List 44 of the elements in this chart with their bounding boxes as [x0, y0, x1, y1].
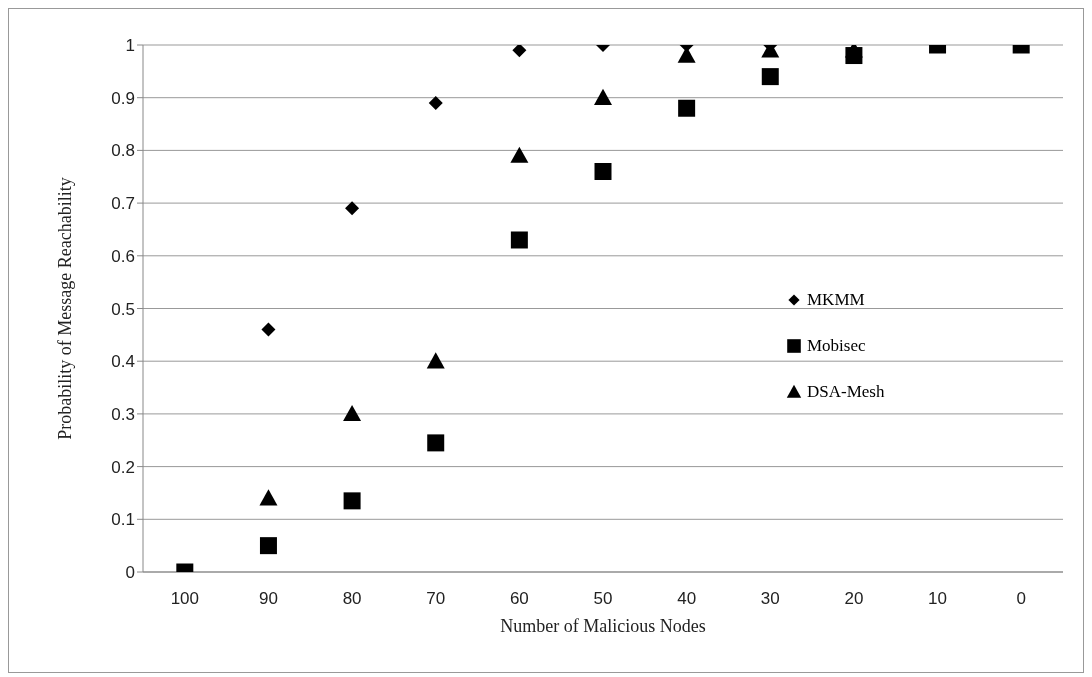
legend-label: MKMM	[807, 290, 865, 310]
point	[512, 45, 527, 58]
legend-label: DSA-Mesh	[807, 382, 885, 402]
point	[343, 492, 361, 510]
x-tick-label: 40	[677, 589, 697, 609]
point	[510, 146, 529, 163]
x-tick-label: 70	[426, 589, 446, 609]
x-tick-label: 30	[760, 589, 780, 609]
y-tick-label: 1	[125, 36, 135, 56]
y-tick-label: 0.3	[111, 404, 135, 424]
y-tick-label: 0.4	[111, 352, 135, 372]
point	[678, 99, 696, 117]
y-tick-label: 0.9	[111, 88, 135, 108]
point	[345, 201, 360, 216]
point	[594, 162, 612, 180]
x-tick-label: 10	[928, 589, 948, 609]
y-tick-label: 0	[125, 563, 135, 583]
x-tick-label: 90	[258, 589, 278, 609]
y-tick-label: 0.5	[111, 299, 135, 319]
point	[259, 489, 278, 506]
point	[343, 404, 362, 422]
x-tick-label: 20	[844, 589, 864, 609]
point	[261, 322, 276, 337]
point	[259, 537, 277, 555]
point	[428, 95, 443, 110]
point	[426, 352, 445, 369]
x-tick-label: 100	[170, 589, 200, 609]
y-tick-label: 0.8	[111, 141, 135, 161]
point	[845, 47, 863, 65]
x-tick-label: 80	[342, 589, 362, 609]
y-tick-label: 0.6	[111, 246, 135, 266]
y-axis-title: Probability of Message Reachability	[55, 177, 76, 440]
point	[510, 231, 528, 249]
y-tick-label: 0.1	[111, 510, 135, 530]
point	[761, 68, 779, 86]
point	[594, 88, 612, 105]
y-tick-label: 0.2	[111, 457, 135, 477]
legend-label: Mobisec	[807, 336, 866, 356]
x-tick-label: 50	[593, 589, 613, 609]
point	[427, 434, 445, 452]
x-tick-label: 60	[509, 589, 529, 609]
y-tick-label: 0.7	[111, 194, 135, 214]
x-axis-title: Number of Malicious Nodes	[500, 616, 706, 636]
x-tick-label: 0	[1016, 589, 1026, 609]
